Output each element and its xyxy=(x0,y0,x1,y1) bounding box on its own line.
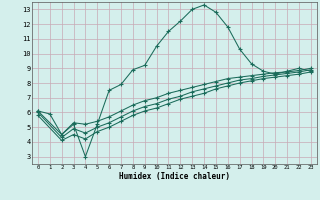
X-axis label: Humidex (Indice chaleur): Humidex (Indice chaleur) xyxy=(119,172,230,181)
